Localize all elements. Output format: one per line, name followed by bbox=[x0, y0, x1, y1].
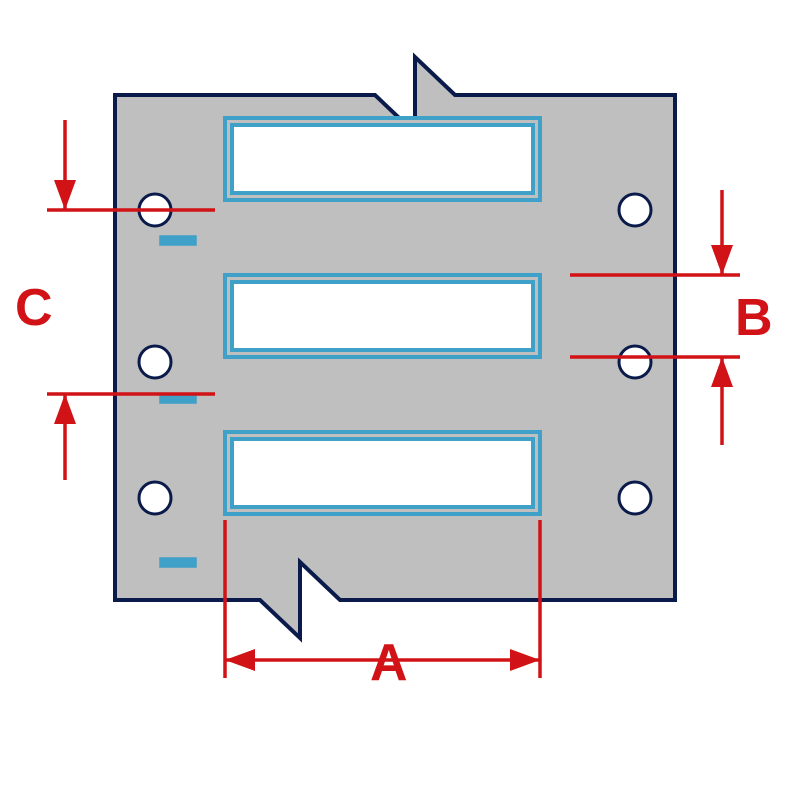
dimension-c-label: C bbox=[15, 279, 53, 337]
wire-label bbox=[225, 118, 540, 200]
sprocket-hole bbox=[619, 194, 651, 226]
sprocket-hole bbox=[619, 346, 651, 378]
index-tick bbox=[160, 558, 196, 567]
dimension-b-label: B bbox=[735, 289, 773, 347]
dimension-a-label: A bbox=[370, 634, 408, 692]
wire-label bbox=[225, 432, 540, 514]
sprocket-hole bbox=[619, 482, 651, 514]
wire-label bbox=[225, 275, 540, 357]
index-tick bbox=[160, 236, 196, 245]
sprocket-hole bbox=[139, 346, 171, 378]
sprocket-hole bbox=[139, 482, 171, 514]
